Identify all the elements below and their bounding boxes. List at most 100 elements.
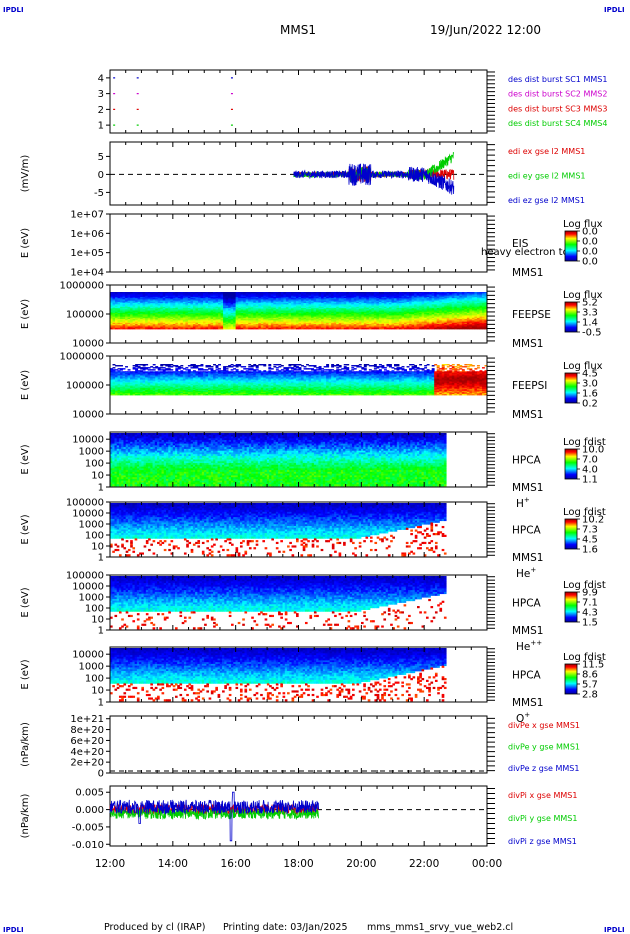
feepse-cell [167,298,171,300]
feepse-cell [165,320,169,322]
feepse-cell [127,294,131,297]
feepse-cell [333,299,337,302]
feepse-cell [328,298,332,300]
feepse-cell [341,303,345,305]
feepse-cell [280,324,284,326]
feepse-cell [441,317,445,320]
feepse-cell [170,304,174,306]
feepse-cell [424,314,428,316]
feepse-cell [331,295,335,298]
feepse-cell [182,300,186,303]
feepse-cell [132,322,136,325]
feepse-cell [192,299,196,302]
feepse-cell [451,321,455,324]
feepse-cell [479,296,483,299]
feepse-cell [180,309,184,311]
feepse-cell [270,293,274,295]
feepse-cell [444,293,448,295]
feepse-cell [318,326,322,329]
feepse-cell [238,310,242,313]
feepse-cell [275,312,279,315]
feepse-cell [192,324,196,326]
feepse-cell [205,315,209,318]
feepse-cell [228,298,232,300]
feepse-cell [230,304,234,306]
feepse-cell [285,299,289,302]
feepse-cell [248,299,252,302]
feepse-cell [248,303,252,305]
feepse-cell [298,312,302,315]
feepse-cell [155,315,159,318]
feepse-cell [381,295,385,298]
feepse-cell [308,314,312,316]
feepse-cell [253,304,257,306]
feepse-cell [346,295,350,298]
feepse-cell [431,320,435,322]
feepse-cell [253,319,257,321]
feepse-cell [137,311,141,314]
feepse-cell [399,314,402,316]
feepse-cell [180,310,184,313]
feepse-cell [202,298,206,300]
feepse-cell [388,325,392,327]
feepse-cell [225,294,229,297]
feepse-cell [454,299,458,302]
feepse-cell [142,305,146,308]
feepse-cell [431,315,435,318]
feepse-cell [270,325,274,327]
feepse-cell [162,295,166,298]
feepse-cell [275,316,279,319]
feepse-cell [358,296,362,299]
feepse-cell [283,308,287,310]
feepse-cell [117,312,121,315]
feepse-cell [464,293,468,295]
feepse-cell [348,308,352,310]
feepse-cell [429,315,433,318]
feepse-cell [270,326,274,329]
feepse-cell [197,296,201,299]
feepse-cell [270,305,274,308]
feepse-cell [426,293,430,295]
feepse-cell [348,306,352,309]
feepse-cell [351,315,355,318]
feepse-cell [187,305,191,308]
eis-frame [109,213,488,273]
feepse-cell [323,294,327,297]
feepse-cell [404,322,407,325]
feepse-cell [436,295,440,298]
feepse-cell [215,319,219,321]
feepse-cell [223,322,227,325]
feepse-cell [353,299,357,302]
feepse-cell [140,310,144,313]
feepse-cell [479,326,483,329]
feepse-cell [421,321,425,324]
feepse-cell [444,316,448,319]
feepse-cell [388,322,392,325]
feepse-cell [404,293,407,295]
feepse-cell [391,325,395,327]
feepse-cell [215,314,219,316]
feepse-cell [424,306,428,309]
feepse-cell [378,324,382,326]
feepse-cell [192,292,196,294]
feepse-cell [378,303,382,305]
feepse-cell [326,316,330,319]
feepse-cell [366,320,370,322]
feepse-cell [326,299,330,302]
feepse-cell [464,321,468,324]
feepse-cell [476,322,480,325]
feepse-cell [248,295,252,298]
feepse-cell [454,300,458,303]
feepse-cell [328,296,332,299]
feepse-cell [308,310,312,313]
feepse-cell [346,327,350,330]
feepse-cell [283,303,287,305]
feepse-cell [356,292,360,294]
feepse-cell [250,296,254,299]
feepsi-cell [112,390,116,393]
feepse-cell [396,319,400,321]
feepse-cell [454,312,458,315]
feepse-cell [110,322,113,325]
feepse-cell [471,305,475,308]
feepse-cell [160,310,164,313]
